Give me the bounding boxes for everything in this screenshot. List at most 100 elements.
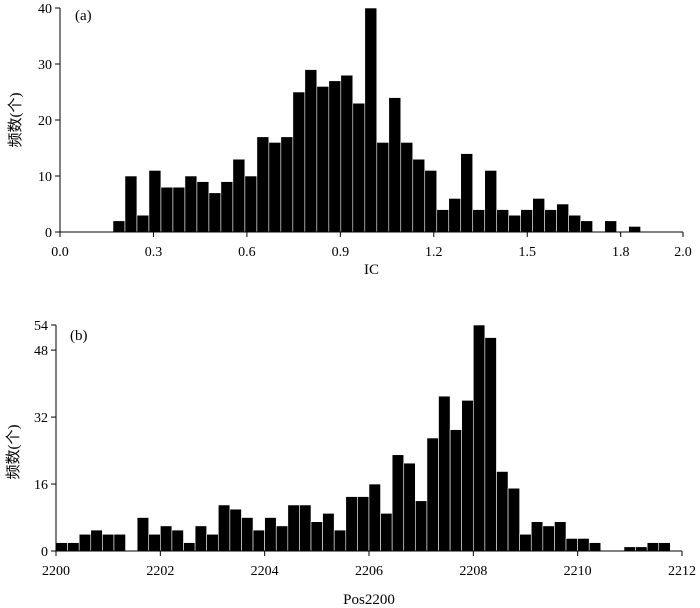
histogram-bar [472,209,486,233]
histogram-bar [542,525,555,552]
histogram-bar [333,529,347,552]
histogram-bar [380,513,393,552]
x-tick-label: 1.5 [519,245,537,260]
histogram-bar [136,214,150,233]
y-tick-label: 40 [38,2,52,17]
x-tick-label: 2208 [459,564,487,579]
histogram-bar [244,175,258,233]
histogram-bar [436,209,450,233]
histogram-bar [252,529,265,552]
histogram-bar [264,517,277,552]
x-tick-label: 0.3 [145,245,163,260]
y-tick-label: 30 [38,58,52,73]
histogram-bar [208,192,222,233]
histogram-bar [496,209,510,233]
histogram-bar [520,209,534,233]
histogram-bar [646,542,660,552]
histogram-bar [530,521,544,552]
histogram-bar [78,533,92,552]
histogram-bar [316,86,330,233]
histogram-bar [658,542,671,552]
histogram-bar [635,546,648,552]
histogram-bar [183,542,196,552]
histogram-bar [460,153,474,233]
histogram-bar [357,496,370,552]
histogram-bar [508,214,522,233]
histogram-bar [577,538,590,552]
x-tick-label: 1.2 [425,245,443,260]
histogram-bar [391,454,405,552]
histogram-bar [449,429,462,552]
y-tick-label: 10 [38,170,52,185]
histogram-bar [112,220,126,233]
y-tick-label: 54 [34,319,48,334]
histogram-bar [556,203,569,233]
histogram-bar [580,220,593,233]
x-axis-label: Pos2200 [343,592,395,608]
x-tick-label: 2212 [668,564,696,579]
histogram-bar [472,324,486,552]
histogram-bar [194,525,207,552]
panel-label: (a) [75,8,92,24]
y-tick-label: 20 [38,114,52,129]
histogram-bar [507,487,520,552]
histogram-bar [412,158,426,233]
y-tick-label: 16 [34,478,48,493]
y-tick-label: 48 [34,344,48,359]
histogram-bar [415,500,428,552]
histogram-bar [623,546,636,552]
histogram-bar [340,74,354,233]
histogram-bar [628,226,641,233]
y-tick-label: 32 [34,411,48,426]
histogram-bar [67,542,80,552]
y-tick-label: 0 [45,226,52,241]
histogram-bar [604,220,617,233]
histogram-bar [519,533,532,552]
histogram-panel-a: 0.0 0.3 0.6 0.9 1.2 1.5 1.8 2.0 0 10 20 30 40 IC 频数(个)… [7,2,692,278]
histogram-bar [171,529,184,552]
histogram-bar [256,136,270,233]
x-tick-label: 0.6 [238,245,256,260]
histogram-bar [484,170,498,233]
histogram-bar [172,186,186,233]
y-tick-label: 0 [41,545,48,560]
histogram-bar [55,542,68,552]
histogram-bar [206,533,219,552]
histogram-panel-b: 2200 2202 2204 2206 2208 2210 2212 0 16 32 48 54 Pos… [5,319,696,608]
histogram-bar [352,102,366,233]
x-tick-label: 1.8 [612,245,630,260]
histogram-bar [160,525,173,552]
histogram-bar [532,198,545,233]
histogram-bar [322,513,335,552]
y-axis-label: 频数(个) [5,425,22,480]
x-tick-label: 2202 [146,564,174,579]
histogram-bar [148,533,161,552]
x-tick-label: 0.0 [51,245,69,260]
histogram-bar [292,91,306,233]
histogram-bar [299,504,312,552]
histogram-bar [554,521,567,552]
histogram-bar [388,97,402,233]
histogram-bar [461,400,474,552]
histogram-bar [184,175,198,233]
histogram-bar [148,170,162,233]
panel-label: (b) [70,328,88,344]
histogram-bar [426,437,439,552]
x-tick-label: 2.0 [674,245,692,260]
histogram-bar [568,214,581,233]
histogram-bar [400,142,414,233]
histogram-bar [232,158,246,233]
histogram-bar [588,542,602,552]
histogram-bar [280,136,294,233]
histogram-bar [438,395,451,552]
histogram-bar [403,462,416,552]
histogram-bar [424,170,438,233]
x-tick-label: 2204 [251,564,279,579]
histogram-bar [287,504,300,552]
histogram-bar [124,175,138,233]
histogram-bar [268,142,282,233]
histogram-bar [304,69,318,233]
x-tick-label: 2210 [564,564,592,579]
histogram-bar [113,533,126,552]
histogram-bar [368,483,381,552]
